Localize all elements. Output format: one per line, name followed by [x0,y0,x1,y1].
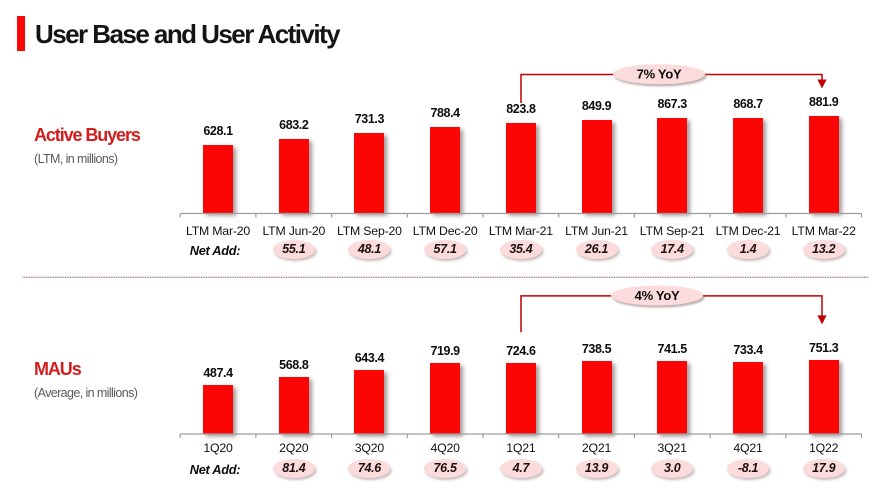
svg-text:4% YoY: 4% YoY [635,288,680,303]
svg-text:7% YoY: 7% YoY [637,67,682,82]
